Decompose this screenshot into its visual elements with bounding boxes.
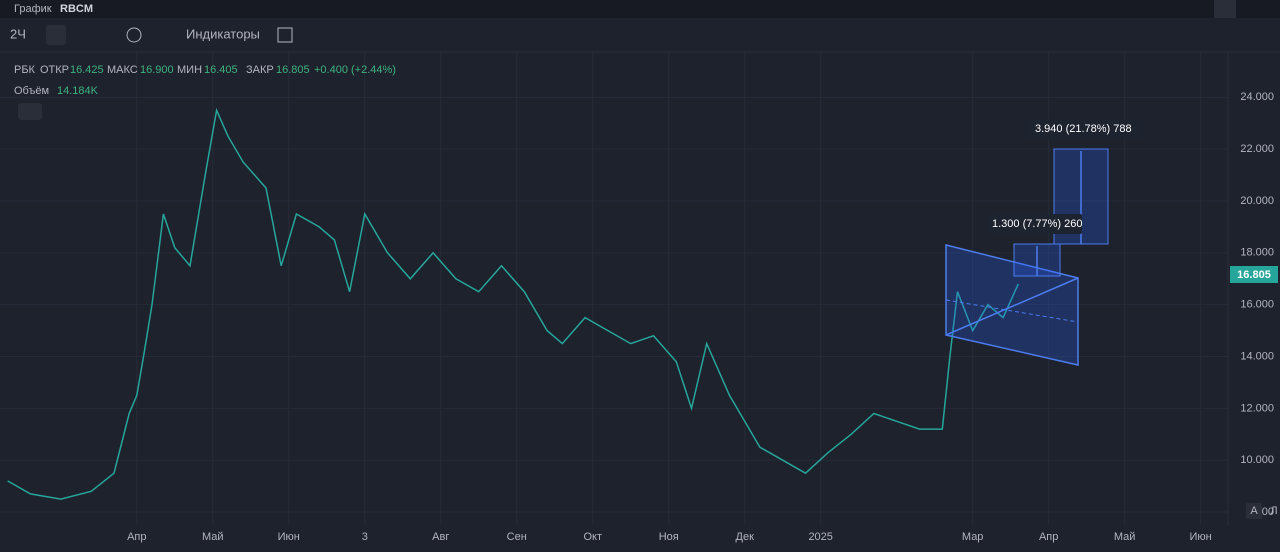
topbar-ticker: RBCM: [60, 3, 93, 15]
candle-type-button[interactable]: [46, 25, 66, 45]
x-tick-label: 3: [362, 531, 368, 543]
x-tick-label: Ноя: [659, 531, 679, 543]
topbar-title: График: [14, 3, 52, 15]
x-tick-label: Июн: [278, 531, 300, 543]
compare-button[interactable]: [126, 27, 142, 43]
topbar: [0, 0, 1280, 18]
x-tick-label: Мар: [962, 531, 984, 543]
log-label[interactable]: Л: [1270, 505, 1277, 517]
x-tick-label: Сен: [507, 531, 527, 543]
auto-button[interactable]: [1246, 503, 1262, 519]
x-tick-label: Май: [1114, 531, 1136, 543]
triangle-mid: [945, 299, 1079, 323]
indicators-button[interactable]: Индикаторы: [186, 26, 260, 41]
legend-label: МАКС: [107, 64, 138, 76]
triangle-drawing[interactable]: [945, 244, 1079, 366]
x-tick-label: 2025: [808, 531, 832, 543]
triangle-edge: [945, 277, 1079, 336]
legend-value: 14.184K: [57, 85, 99, 97]
legend-value: 16.805: [276, 64, 310, 76]
x-tick-label: Авг: [432, 531, 449, 543]
legend-symbol: РБК: [14, 64, 36, 76]
interval-button[interactable]: 2Ч: [10, 26, 26, 41]
price-tag: [1230, 266, 1278, 283]
y-tick-label: 24.000: [1240, 91, 1274, 103]
collapse-legend[interactable]: [18, 103, 42, 120]
measure-label-box: [1025, 119, 1143, 139]
x-tick-label: Май: [202, 531, 224, 543]
x-tick-label: Дек: [736, 531, 755, 543]
y-tick-label: 14.000: [1240, 350, 1274, 362]
legend-label: ОТКР: [40, 64, 69, 76]
legend-value: 16.405: [204, 64, 238, 76]
x-tick-label: Окт: [583, 531, 602, 543]
auto-label: А: [1250, 505, 1258, 517]
legend-label: МИН: [177, 64, 202, 76]
templates-button[interactable]: [277, 27, 293, 43]
price-tag-text: 16.805: [1237, 269, 1271, 281]
collapse-button[interactable]: [1214, 0, 1236, 18]
price-line: [7, 107, 1019, 500]
x-tick-label: Июн: [1190, 531, 1212, 543]
measure-label: 1.300 (7.77%) 260: [992, 218, 1083, 230]
y-tick-label: 22.000: [1240, 143, 1274, 155]
x-tick-label: Апр: [1039, 531, 1058, 543]
y-tick-label: 12.000: [1240, 402, 1274, 414]
legend-label: ЗАКР: [246, 64, 274, 76]
measure-label-box: [986, 214, 1082, 234]
y-tick-label: 18.000: [1240, 247, 1274, 259]
legend-change: +0.400 (+2.44%): [314, 64, 396, 76]
y-tick-label: 10.000: [1240, 454, 1274, 466]
x-tick-label: Апр: [127, 531, 146, 543]
legend-value: 16.425: [70, 64, 104, 76]
legend-value: 16.900: [140, 64, 174, 76]
legend-label: Объём: [14, 85, 49, 97]
measure-label: 3.940 (21.78%) 788: [1035, 123, 1132, 135]
y-tick-label: 16.000: [1240, 299, 1274, 311]
y-tick-label: 20.000: [1240, 195, 1274, 207]
legend: РБК ОТКР 16.425 МАКС 16.900 МИН 16.405 З…: [14, 64, 396, 120]
